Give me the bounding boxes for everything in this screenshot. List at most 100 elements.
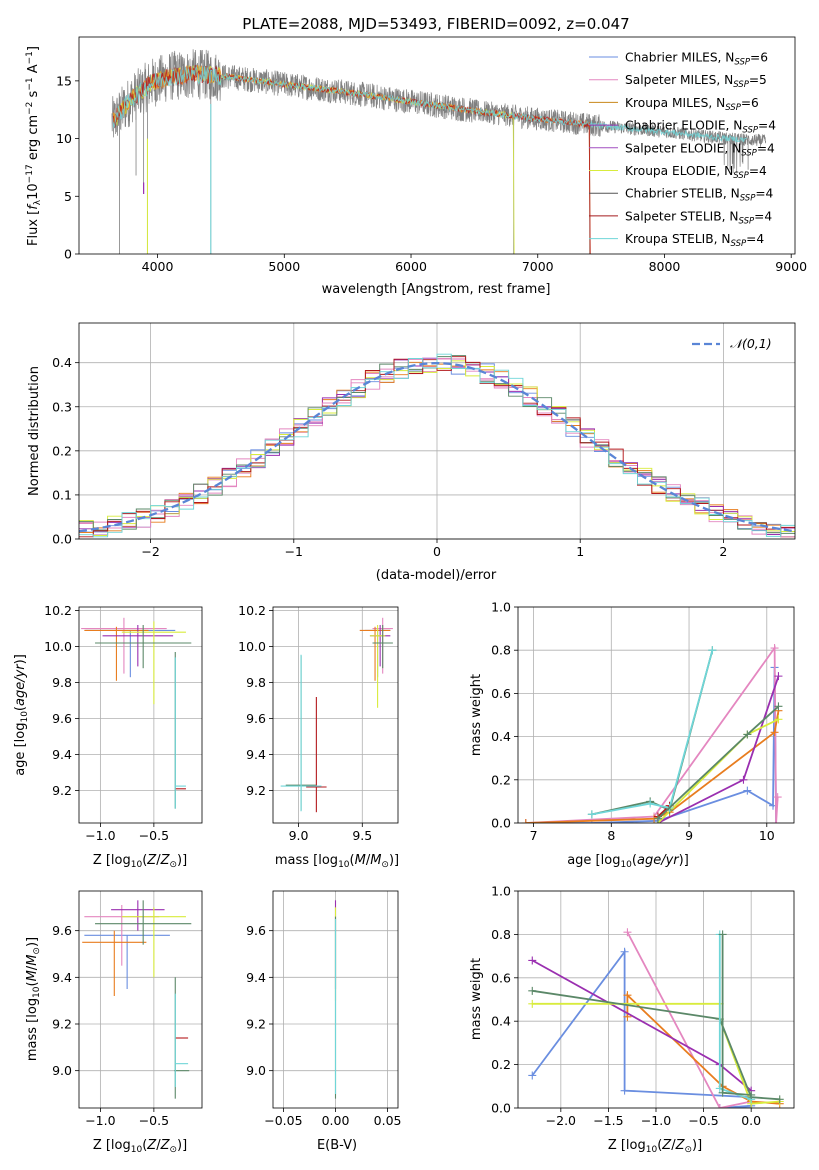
label-part: ⊙ <box>32 947 42 955</box>
weight-marker-chabrier_stelib <box>718 1088 727 1097</box>
plot-area <box>81 617 192 809</box>
y-tick-label: 1.0 <box>491 600 511 615</box>
weight-marker-salpeter_miles <box>773 793 782 802</box>
weight-marker-kroupa_elodie <box>774 715 783 724</box>
label-part: age [log <box>13 723 28 776</box>
weight-marker-chabrier_miles <box>528 1071 537 1080</box>
weight-marker-chabrier_elodie <box>774 672 783 681</box>
y-tick-label: 9.2 <box>52 783 72 798</box>
legend-part: Salpeter STELIB, N <box>625 209 738 223</box>
weight-marker-chabrier_miles <box>743 786 752 795</box>
legend-label: Kroupa ELODIE, NSSP=4 <box>625 164 767 181</box>
weight-marker-chabrier_stelib <box>743 730 752 739</box>
x-tick-label: 7 <box>530 828 538 843</box>
legend-part: =6 <box>741 96 759 110</box>
legend-part: Chabrier ELODIE, N <box>625 119 742 133</box>
y-axis-label: Normed distribution <box>27 366 42 496</box>
panel-spectrum: 4000 5000 6000 7000 8000 9000 0 5 10 15 wavelength… <box>25 36 807 297</box>
weight-marker-kroupa_stelib <box>708 646 717 655</box>
label-part: A <box>26 64 41 77</box>
legend-part: =4 <box>749 164 767 178</box>
weight-line-chabrier_stelib <box>532 989 780 1101</box>
x-tick-label: 10 <box>759 828 775 843</box>
label-part: ⊙ <box>381 860 389 870</box>
legend-label: Chabrier ELODIE, NSSP=4 <box>625 119 776 136</box>
legend-label: Salpeter MILES, NSSP=5 <box>625 73 767 90</box>
label-part: 10 <box>646 1145 658 1155</box>
y-tick-label: 0.6 <box>491 970 511 985</box>
label-part: M <box>370 853 381 868</box>
y-tick-label: 9.6 <box>52 923 72 938</box>
legend-label: Chabrier MILES, NSSP=6 <box>625 51 768 68</box>
y-tick-label: 9.4 <box>246 970 266 985</box>
y-tick-label: 9.4 <box>52 747 72 762</box>
label-part: erg cm <box>26 115 41 164</box>
legend-part: SSP <box>742 126 758 136</box>
legend-part: Salpeter ELODIE, N <box>625 141 741 155</box>
label-part: mass [log <box>275 853 338 868</box>
label-part: λ <box>33 199 43 205</box>
x-tick-label: 7000 <box>522 259 554 274</box>
weight-marker-chabrier_miles <box>620 947 629 956</box>
x-tick-label: 8 <box>607 828 615 843</box>
x-tick-label: −0.5 <box>688 1113 718 1128</box>
x-tick-label: 5000 <box>268 259 300 274</box>
y-tick-label: 0.8 <box>491 643 511 658</box>
axes-frame <box>272 890 399 1109</box>
label-part: 10 <box>131 1145 143 1155</box>
label-part: )] <box>692 1138 702 1153</box>
legend-part: Kroupa MILES, N <box>625 96 725 110</box>
label-part: age [log <box>567 853 620 868</box>
label-part: mass [log <box>25 998 40 1061</box>
label-part: ⊙ <box>169 860 177 870</box>
label-part: 10 <box>26 183 41 200</box>
y-tick-label: 0.4 <box>491 1014 511 1029</box>
plot-area <box>82 900 192 1099</box>
weight-line-kroupa_stelib <box>591 649 714 816</box>
plot-area <box>521 644 783 823</box>
y-tick-label: 9.4 <box>246 747 266 762</box>
x-tick-label: 0 <box>433 544 441 559</box>
legend-part: =4 <box>757 141 775 155</box>
legend-part: SSP <box>731 239 747 249</box>
legend-label: Salpeter STELIB, NSSP=4 <box>625 209 772 226</box>
label-part: M <box>25 955 40 966</box>
weight-marker-kroupa_miles <box>623 991 632 1000</box>
axes-frame <box>517 890 795 1109</box>
legend-part: =4 <box>755 187 773 201</box>
label-part: ( <box>13 706 28 711</box>
x-axis-label: E(B-V) <box>317 1138 357 1153</box>
y-tick-label: 9.8 <box>246 675 266 690</box>
y-tick-label: 0.4 <box>52 355 72 370</box>
label-part: / <box>156 853 161 868</box>
y-tick-label: 0.6 <box>491 686 511 701</box>
x-tick-label: −1.0 <box>641 1113 671 1128</box>
label-part: Z [log <box>608 1138 646 1153</box>
y-tick-label: 10.0 <box>238 639 266 654</box>
axes-frame <box>272 606 399 824</box>
y-tick-label: 0.2 <box>52 443 72 458</box>
label-part: ( <box>657 1138 662 1153</box>
y-axis-label: mass weight <box>469 958 484 1040</box>
label-part: Flux [ <box>26 210 41 246</box>
label-part: ] <box>26 46 41 51</box>
x-tick-label: 4000 <box>142 259 174 274</box>
y-tick-label: 10.0 <box>44 639 72 654</box>
weight-marker-salpeter_miles <box>715 1104 724 1108</box>
legend-part: Chabrier STELIB, N <box>625 187 740 201</box>
x-tick-label: 9.5 <box>352 828 372 843</box>
x-tick-label: −1.0 <box>85 828 115 843</box>
figure-title: PLATE=2088, MJD=53493, FIBERID=0092, z=0… <box>242 15 629 33</box>
weight-marker-chabrier_stelib <box>775 1095 784 1104</box>
label-part: Z <box>146 853 157 868</box>
label-part: f <box>26 203 41 210</box>
label-part: M <box>355 853 366 868</box>
legend-part: SSP <box>740 194 756 204</box>
plot-area <box>79 353 795 538</box>
legend-part: =6 <box>750 51 768 65</box>
label-part: 10 <box>338 860 350 870</box>
y-tick-label: 10.2 <box>238 603 266 618</box>
axes-frame <box>78 606 203 824</box>
y-axis-label: mass weight <box>469 674 484 756</box>
